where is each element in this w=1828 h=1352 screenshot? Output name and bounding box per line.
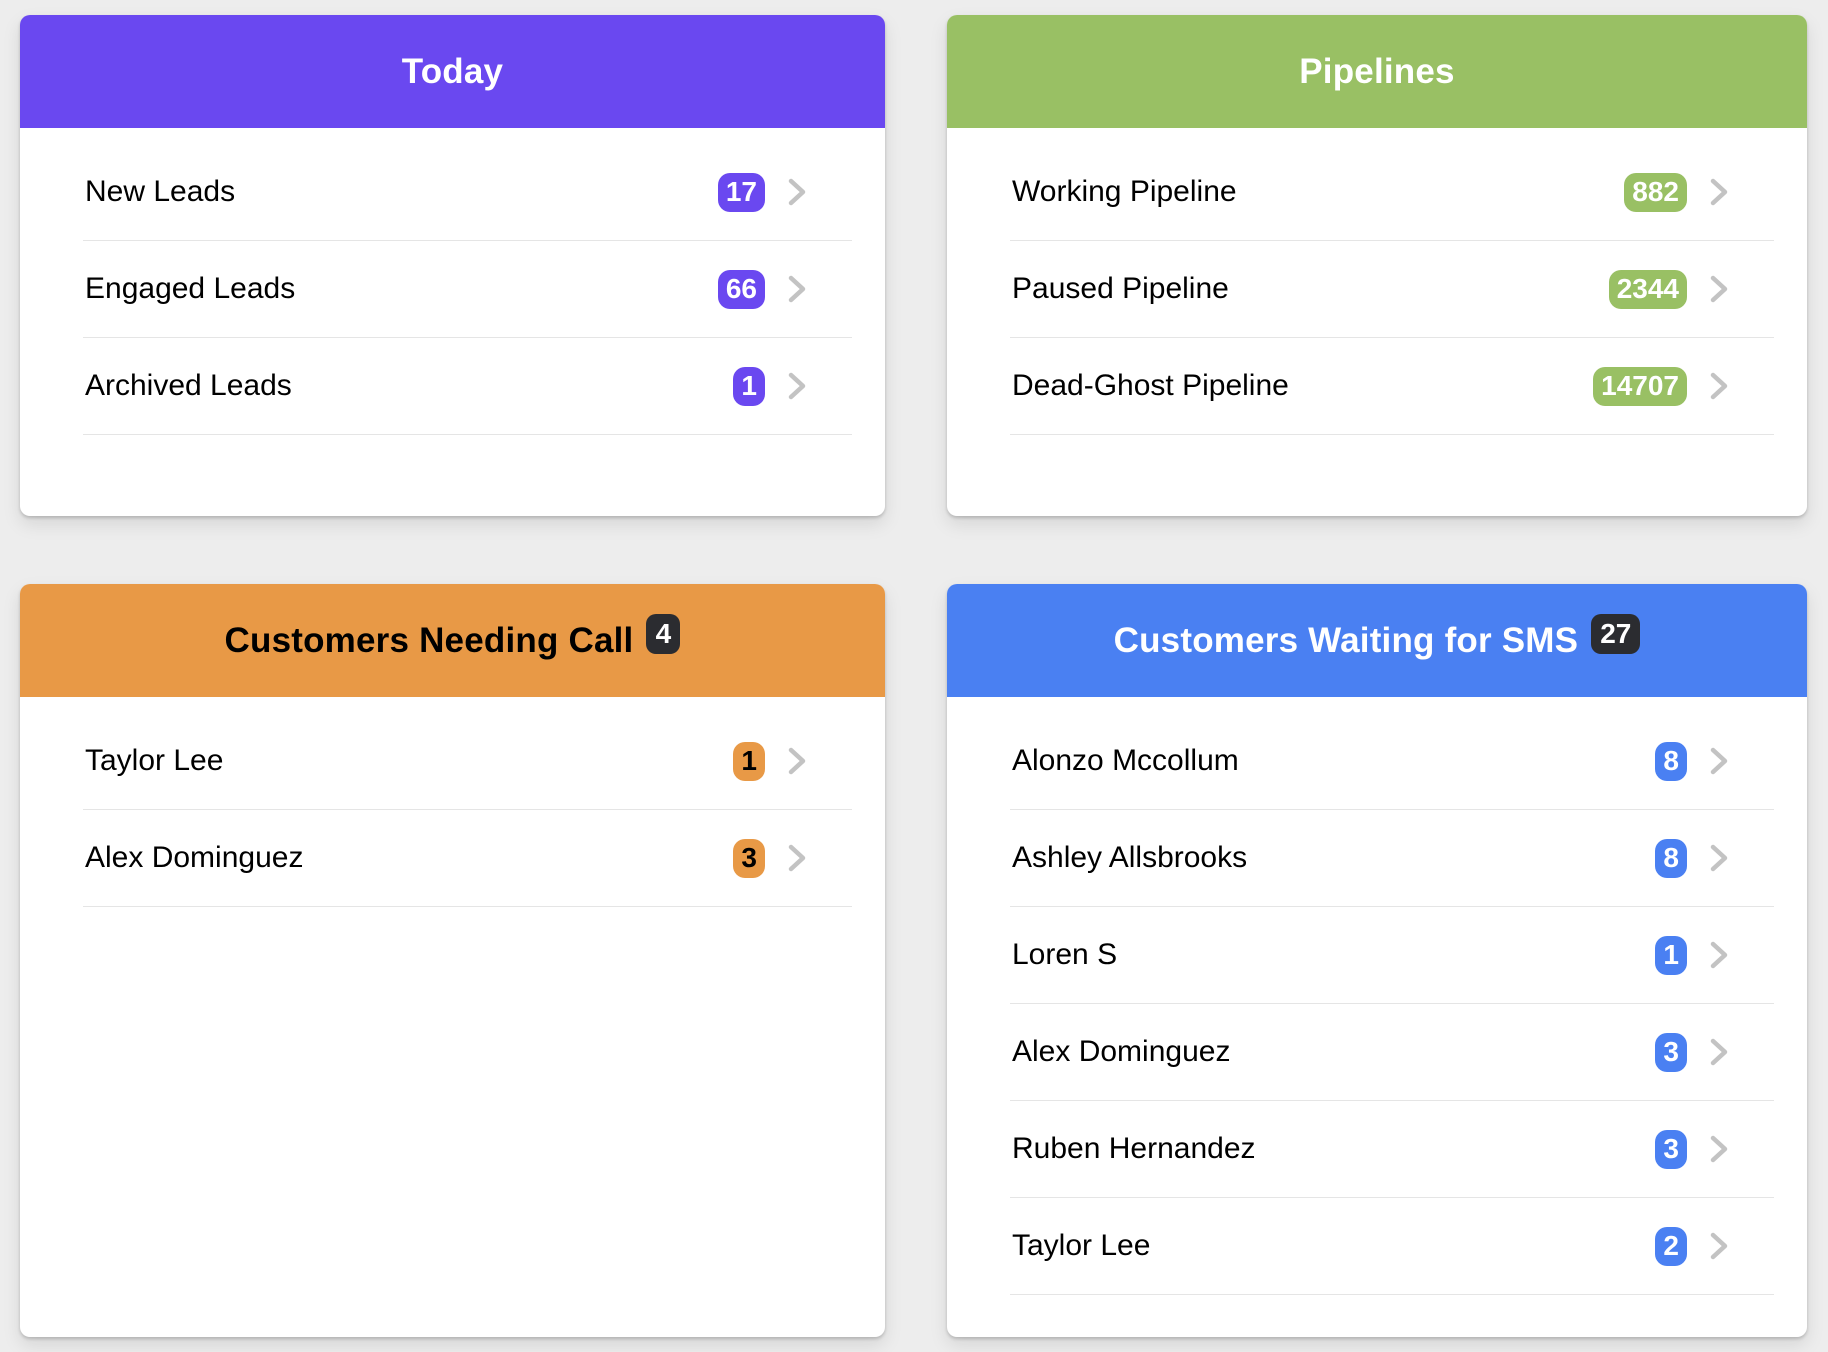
- count-badge: 1: [1655, 935, 1687, 975]
- list-item-label: Archived Leads: [85, 369, 292, 402]
- card-header: Customers Needing Call 4: [20, 584, 885, 697]
- count-badge: 1: [733, 366, 765, 406]
- count-badge: 3: [1655, 1129, 1687, 1169]
- list-item-right: 1: [733, 741, 852, 781]
- chevron-right-icon[interactable]: [1708, 371, 1730, 401]
- list-item-label: Engaged Leads: [85, 272, 296, 305]
- chevron-right-icon[interactable]: [786, 371, 808, 401]
- chevron-right-icon[interactable]: [786, 843, 808, 873]
- count-badge: 3: [733, 838, 765, 878]
- list-item-right: 8: [1655, 741, 1774, 781]
- list-item[interactable]: Ruben Hernandez 3: [1010, 1101, 1774, 1198]
- list-item-right: 14707: [1593, 366, 1774, 406]
- chevron-right-icon[interactable]: [1708, 843, 1730, 873]
- list-item-right: 3: [1655, 1129, 1774, 1169]
- list-item-right: 1: [1655, 935, 1774, 975]
- card-header: Pipelines: [947, 15, 1807, 128]
- list-item[interactable]: Alonzo Mccollum 8: [1010, 713, 1774, 810]
- list-item[interactable]: Taylor Lee 1: [83, 713, 852, 810]
- card-list: Working Pipeline 882 Paused Pipeline 234…: [947, 144, 1807, 435]
- card-title: Today: [401, 51, 504, 91]
- list-item-right: 1: [733, 366, 852, 406]
- list-item[interactable]: Dead-Ghost Pipeline 14707: [1010, 338, 1774, 435]
- card-pipelines: Pipelines Working Pipeline 882 Paused Pi…: [947, 15, 1807, 516]
- list-item[interactable]: New Leads 17: [83, 144, 852, 241]
- chevron-right-icon[interactable]: [786, 746, 808, 776]
- list-item-label: Dead-Ghost Pipeline: [1012, 369, 1289, 402]
- chevron-right-icon[interactable]: [1708, 746, 1730, 776]
- count-badge: 8: [1655, 838, 1687, 878]
- card-title: Customers Needing Call: [224, 620, 634, 660]
- list-item-label: Alex Dominguez: [85, 841, 304, 874]
- list-item[interactable]: Alex Dominguez 3: [83, 810, 852, 907]
- chevron-right-icon[interactable]: [786, 274, 808, 304]
- list-item-label: Paused Pipeline: [1012, 272, 1229, 305]
- list-item-right: 8: [1655, 838, 1774, 878]
- count-badge: 2: [1655, 1226, 1687, 1266]
- chevron-right-icon[interactable]: [1708, 940, 1730, 970]
- chevron-right-icon[interactable]: [1708, 1134, 1730, 1164]
- chevron-right-icon[interactable]: [1708, 274, 1730, 304]
- count-badge: 2344: [1608, 269, 1687, 309]
- card-list: Alonzo Mccollum 8 Ashley Allsbrooks 8 Lo…: [947, 713, 1807, 1295]
- list-item-label: Working Pipeline: [1012, 175, 1237, 208]
- list-item[interactable]: Alex Dominguez 3: [1010, 1004, 1774, 1101]
- count-badge: 3: [1655, 1032, 1687, 1072]
- list-item[interactable]: Engaged Leads 66: [83, 241, 852, 338]
- list-item[interactable]: Paused Pipeline 2344: [1010, 241, 1774, 338]
- card-header-count-badge: 27: [1591, 613, 1641, 654]
- list-item-right: 66: [717, 269, 852, 309]
- list-item[interactable]: Taylor Lee 2: [1010, 1198, 1774, 1295]
- list-item-label: New Leads: [85, 175, 236, 208]
- card-header: Today: [20, 15, 885, 128]
- card-header: Customers Waiting for SMS 27: [947, 584, 1807, 697]
- list-item-label: Ruben Hernandez: [1012, 1132, 1256, 1165]
- list-item-right: 2344: [1608, 269, 1774, 309]
- list-item-label: Taylor Lee: [85, 744, 224, 777]
- card-title: Customers Waiting for SMS: [1113, 620, 1579, 660]
- list-item-label: Taylor Lee: [1012, 1229, 1151, 1262]
- chevron-right-icon[interactable]: [786, 177, 808, 207]
- list-item-right: 17: [717, 172, 852, 212]
- list-item[interactable]: Loren S 1: [1010, 907, 1774, 1004]
- card-header-count-badge: 4: [646, 613, 681, 654]
- list-item[interactable]: Ashley Allsbrooks 8: [1010, 810, 1774, 907]
- chevron-right-icon[interactable]: [1708, 177, 1730, 207]
- card-customers-waiting-for-sms: Customers Waiting for SMS 27 Alonzo Mcco…: [947, 584, 1807, 1337]
- card-title: Pipelines: [1299, 51, 1455, 91]
- list-item-right: 2: [1655, 1226, 1774, 1266]
- list-item-label: Alex Dominguez: [1012, 1035, 1231, 1068]
- count-badge: 66: [717, 269, 765, 309]
- count-badge: 8: [1655, 741, 1687, 781]
- card-list: New Leads 17 Engaged Leads 66 Archived L…: [20, 144, 885, 435]
- card-today: Today New Leads 17 Engaged Leads 66 Arch…: [20, 15, 885, 516]
- chevron-right-icon[interactable]: [1708, 1037, 1730, 1067]
- count-badge: 1: [733, 741, 765, 781]
- list-item-right: 882: [1624, 172, 1774, 212]
- count-badge: 14707: [1593, 366, 1687, 406]
- list-item-right: 3: [1655, 1032, 1774, 1072]
- card-customers-needing-call: Customers Needing Call 4 Taylor Lee 1 Al…: [20, 584, 885, 1337]
- card-list: Taylor Lee 1 Alex Dominguez 3: [20, 713, 885, 907]
- list-item-label: Alonzo Mccollum: [1012, 744, 1239, 777]
- list-item-label: Ashley Allsbrooks: [1012, 841, 1248, 874]
- chevron-right-icon[interactable]: [1708, 1231, 1730, 1261]
- list-item-right: 3: [733, 838, 852, 878]
- list-item-label: Loren S: [1012, 938, 1118, 971]
- count-badge: 17: [717, 172, 765, 212]
- count-badge: 882: [1624, 172, 1687, 212]
- list-item[interactable]: Working Pipeline 882: [1010, 144, 1774, 241]
- list-item[interactable]: Archived Leads 1: [83, 338, 852, 435]
